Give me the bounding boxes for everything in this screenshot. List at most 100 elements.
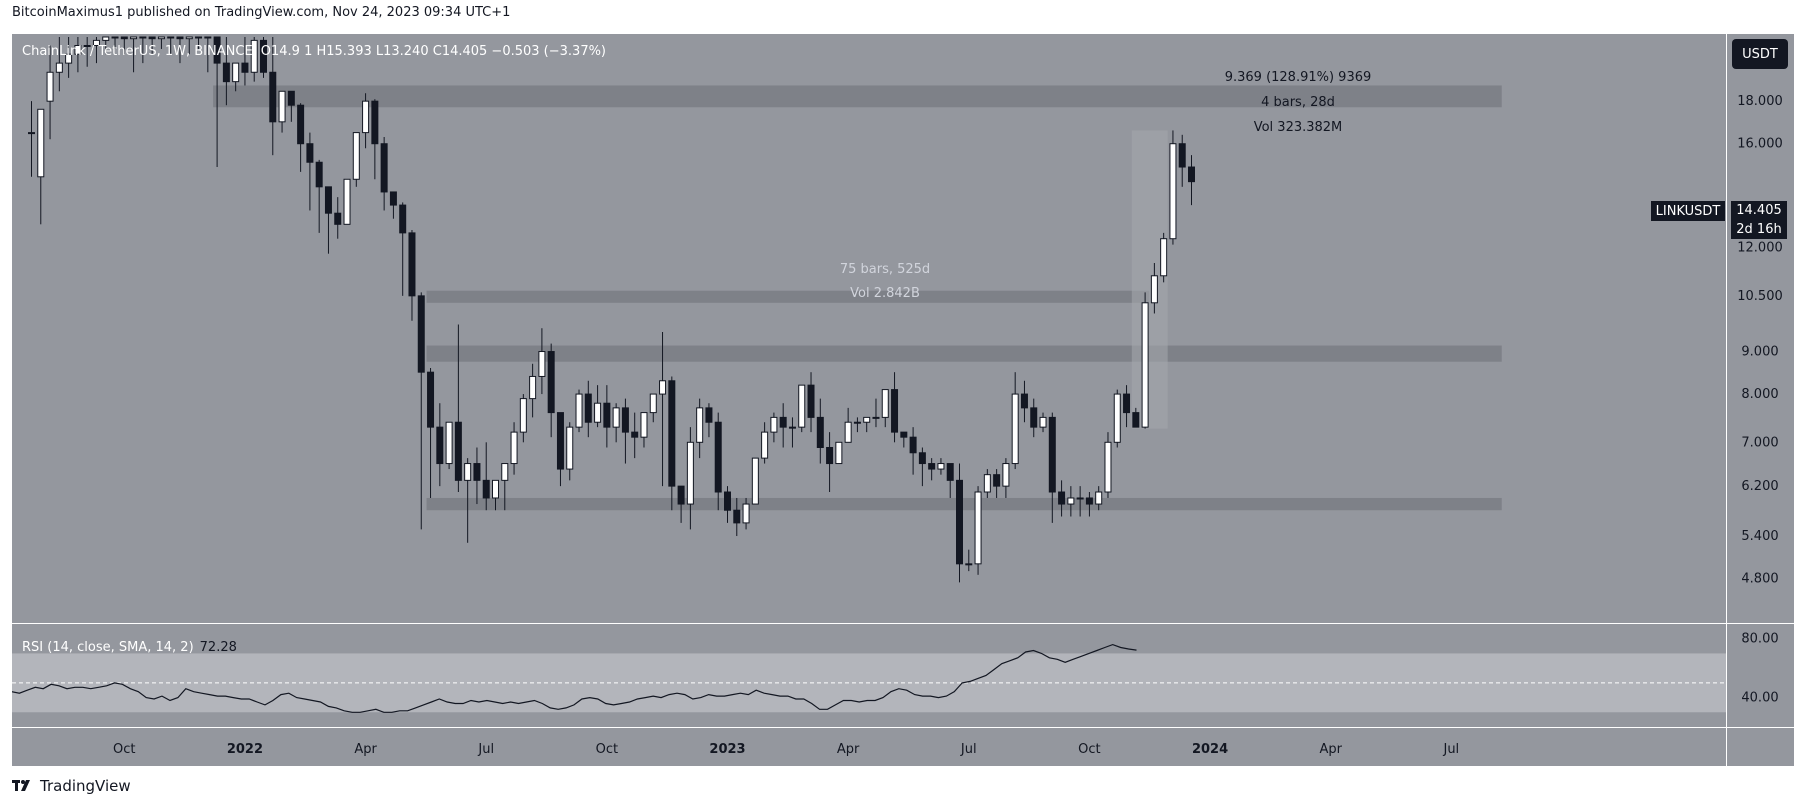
candle-body-105 <box>1002 463 1010 487</box>
symbol-legend[interactable]: ChainLink / TetherUS, 1W, BINANCE O14.9 … <box>22 44 606 59</box>
candle-body-84 <box>807 384 815 418</box>
time-tick-10: 2024 <box>1192 742 1228 757</box>
candle-body-123 <box>1169 143 1177 240</box>
rsi-tick-0: 80.00 <box>1741 632 1778 647</box>
price-tick-4: 10.500 <box>1737 289 1783 304</box>
horizontal-zone-3 <box>426 497 1502 511</box>
candle-body-50 <box>492 479 499 499</box>
candle-body-95 <box>909 436 917 454</box>
candle-body-32 <box>324 186 332 214</box>
candle-body-10 <box>120 36 128 40</box>
candle-body-125 <box>1188 166 1195 183</box>
candle-body-75 <box>724 491 731 511</box>
candle-body-35 <box>352 132 360 180</box>
candle-body-17 <box>185 36 193 40</box>
candle-body-70 <box>677 485 685 505</box>
candle-body-9 <box>111 36 119 39</box>
price-tick-6: 8.000 <box>1741 387 1778 402</box>
candle-body-85 <box>816 416 824 448</box>
time-tick-2: 2022 <box>227 742 263 757</box>
candle-body-21 <box>222 62 230 83</box>
last-price-tag: 14.405 2d 16h <box>1731 201 1787 239</box>
candle-body-61 <box>594 402 602 423</box>
candle-body-44 <box>436 426 444 465</box>
tradingview-brand: TradingView <box>40 777 131 795</box>
candle-body-41 <box>408 232 416 297</box>
candle-body-31 <box>315 161 323 188</box>
last-price: 14.405 <box>1736 203 1782 218</box>
candle-body-115 <box>1095 491 1103 505</box>
candle-body-25 <box>260 39 267 73</box>
candle-body-22 <box>232 62 240 83</box>
candle-body-103 <box>983 474 991 493</box>
candle-body-27 <box>278 90 286 123</box>
price-pane <box>12 34 1726 623</box>
candle-body-12 <box>139 36 147 39</box>
chart-area[interactable]: 18.000 16.000 12.000 10.500 9.000 8.000 7.000 6… <box>12 34 1794 766</box>
candle-body-65 <box>631 431 639 438</box>
candle-body-107 <box>1020 393 1028 409</box>
measure-change: 9.369 (128.91%) 9369 <box>1224 70 1372 85</box>
candle-body-7 <box>92 39 100 46</box>
ohlc-values: O14.9 1 H15.393 L13.240 C14.405 −0.503 (… <box>260 44 607 59</box>
tradingview-logo[interactable]: TradingView <box>12 777 131 795</box>
candle-body-90 <box>863 416 871 423</box>
rsi-value: 72.28 <box>199 640 237 655</box>
candle-body-0 <box>28 132 35 135</box>
candle-body-4 <box>65 53 73 64</box>
time-tick-6: 2023 <box>709 742 745 757</box>
candle-body-16 <box>176 36 184 40</box>
price-tick-7: 7.000 <box>1741 435 1778 450</box>
time-tick-12: Jul <box>1442 742 1459 757</box>
time-axis <box>12 727 1794 766</box>
candle-body-73 <box>705 407 713 423</box>
candle-body-26 <box>269 71 277 123</box>
candle-body-89 <box>853 421 861 424</box>
candle-body-100 <box>956 479 963 565</box>
horizontal-zone-1 <box>426 290 1150 303</box>
candle-body-97 <box>928 463 936 470</box>
candle-body-34 <box>343 178 351 225</box>
candle-body-51 <box>501 463 509 481</box>
candle-body-1 <box>37 108 45 178</box>
candle-body-20 <box>213 36 221 64</box>
measure-range-volume: Vol 2.842B <box>850 286 920 301</box>
tradingview-logo-icon <box>12 780 30 791</box>
candle-body-88 <box>844 421 852 443</box>
measure-range-bars: 75 bars, 525d <box>839 262 931 277</box>
time-tick-7: Apr <box>837 742 860 757</box>
candle-body-39 <box>389 191 397 206</box>
candle-body-109 <box>1039 416 1047 428</box>
candle-body-117 <box>1113 393 1121 443</box>
rsi-tick-1: 40.00 <box>1741 691 1778 706</box>
candle-body-23 <box>241 62 249 73</box>
candle-body-59 <box>575 393 583 428</box>
candle-body-113 <box>1076 497 1084 500</box>
candle-body-64 <box>621 407 629 433</box>
candle-body-91 <box>872 416 880 419</box>
candle-body-11 <box>130 36 138 40</box>
candle-body-37 <box>371 100 379 145</box>
time-tick-9: Oct <box>1078 742 1100 757</box>
price-tick-5: 9.000 <box>1741 345 1778 360</box>
candle-body-55 <box>538 351 546 377</box>
candle-body-80 <box>770 416 778 433</box>
candle-body-82 <box>788 426 796 429</box>
candle-body-104 <box>993 474 1001 487</box>
candle-body-71 <box>686 441 694 505</box>
quote-currency-button[interactable]: USDT <box>1732 39 1788 69</box>
horizontal-zone-0 <box>213 85 1502 108</box>
measure-volume: Vol 323.382M <box>1253 120 1343 135</box>
candle-body-3 <box>55 62 63 73</box>
candle-body-54 <box>529 375 537 400</box>
price-tick-0: 18.000 <box>1737 94 1783 109</box>
candle-body-86 <box>826 446 834 465</box>
candle-body-83 <box>798 384 806 428</box>
candle-body-62 <box>603 402 611 428</box>
rsi-legend[interactable]: RSI (14, close, SMA, 14, 2) 72.28 <box>22 640 237 655</box>
candle-body-87 <box>835 441 843 465</box>
candle-body-57 <box>556 412 564 470</box>
candle-body-98 <box>937 463 945 470</box>
candle-body-33 <box>334 212 342 225</box>
candle-body-19 <box>204 36 212 39</box>
